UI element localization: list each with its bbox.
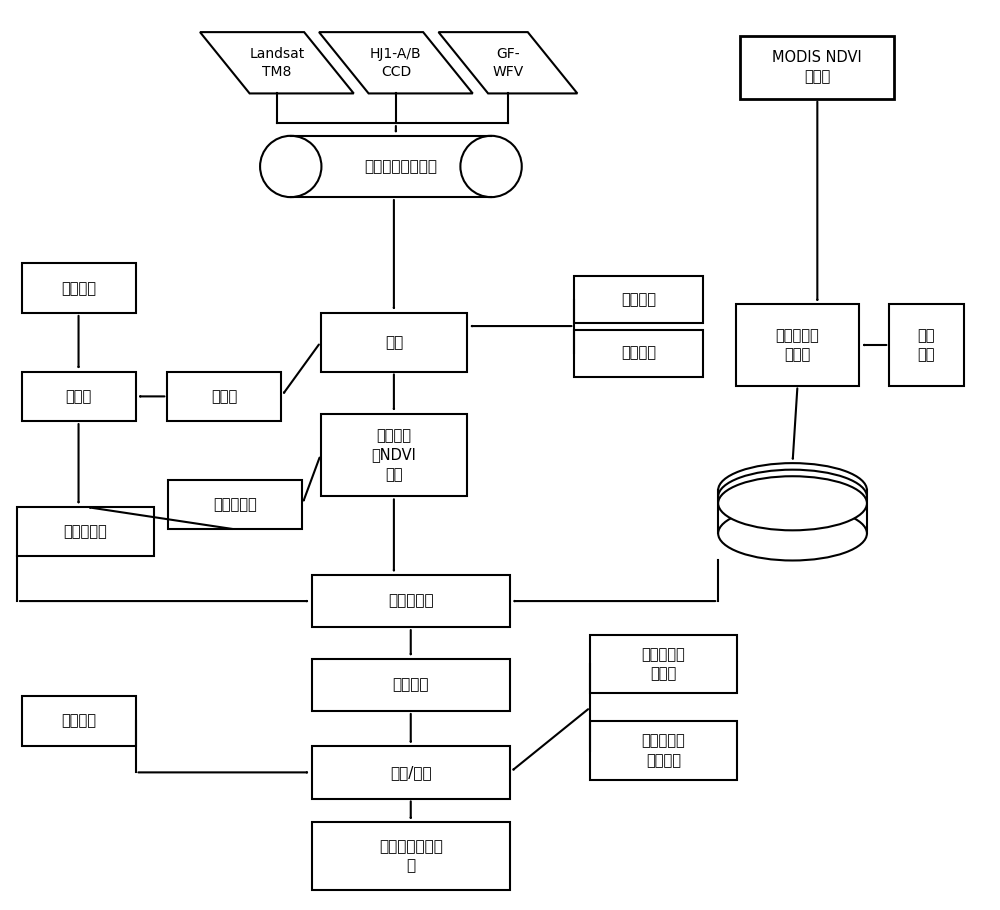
FancyBboxPatch shape — [22, 696, 136, 746]
Ellipse shape — [718, 506, 867, 561]
Text: MODIS NDVI
数据集: MODIS NDVI 数据集 — [772, 50, 862, 85]
FancyBboxPatch shape — [718, 490, 867, 533]
Text: 数据合成: 数据合成 — [392, 677, 429, 693]
Ellipse shape — [718, 463, 867, 517]
Text: HJ1-A/B
CCD: HJ1-A/B CCD — [370, 46, 422, 78]
FancyBboxPatch shape — [312, 823, 510, 890]
Text: 瓦片大小: 瓦片大小 — [61, 713, 96, 729]
Text: 去噪/平滑: 去噪/平滑 — [390, 765, 432, 780]
Text: 单一作物生
长曲线: 单一作物生 长曲线 — [776, 328, 819, 362]
FancyBboxPatch shape — [22, 263, 136, 313]
Text: 辐射校正: 辐射校正 — [621, 346, 656, 360]
Text: 时相数: 时相数 — [211, 389, 237, 404]
Text: 空间域噪声
去除方法: 空间域噪声 去除方法 — [642, 733, 686, 768]
Ellipse shape — [460, 136, 522, 197]
Polygon shape — [200, 32, 354, 94]
Ellipse shape — [718, 476, 867, 531]
Text: 多作
物库: 多作 物库 — [918, 328, 935, 362]
FancyBboxPatch shape — [312, 746, 510, 799]
FancyBboxPatch shape — [736, 305, 859, 386]
Text: 时相归一化: 时相归一化 — [388, 593, 434, 609]
Text: 定标: 定标 — [385, 335, 403, 349]
FancyBboxPatch shape — [590, 635, 737, 693]
FancyBboxPatch shape — [889, 305, 964, 386]
Text: 区域范围: 区域范围 — [61, 280, 96, 296]
FancyBboxPatch shape — [574, 277, 703, 323]
Text: 波段数: 波段数 — [65, 389, 92, 404]
FancyBboxPatch shape — [740, 35, 894, 99]
FancyBboxPatch shape — [312, 659, 510, 711]
Text: 云覆盖区域: 云覆盖区域 — [213, 497, 257, 512]
FancyBboxPatch shape — [22, 371, 136, 421]
Text: 空瓦片生成: 空瓦片生成 — [64, 524, 107, 539]
FancyBboxPatch shape — [291, 136, 491, 197]
FancyBboxPatch shape — [321, 413, 467, 497]
FancyBboxPatch shape — [574, 329, 703, 377]
FancyBboxPatch shape — [321, 313, 467, 371]
Text: 特征计算
（NDVI
等）: 特征计算 （NDVI 等） — [371, 429, 416, 481]
FancyBboxPatch shape — [17, 507, 154, 556]
Text: 几何校正: 几何校正 — [621, 292, 656, 308]
Polygon shape — [319, 32, 473, 94]
FancyBboxPatch shape — [590, 722, 737, 780]
Polygon shape — [439, 32, 577, 94]
Text: Landsat
TM8: Landsat TM8 — [249, 46, 305, 78]
Text: GF-
WFV: GF- WFV — [492, 46, 524, 78]
FancyBboxPatch shape — [312, 575, 510, 627]
FancyBboxPatch shape — [167, 371, 281, 421]
Text: 时域序列重
建方法: 时域序列重 建方法 — [642, 647, 686, 682]
Text: 多源中分影像数据: 多源中分影像数据 — [365, 159, 438, 174]
Text: 特征影像时间序
列: 特征影像时间序 列 — [379, 839, 443, 874]
FancyBboxPatch shape — [168, 480, 302, 530]
Ellipse shape — [718, 470, 867, 524]
Ellipse shape — [260, 136, 321, 197]
Text: 多作物生长
曲线库: 多作物生长 曲线库 — [771, 521, 814, 556]
